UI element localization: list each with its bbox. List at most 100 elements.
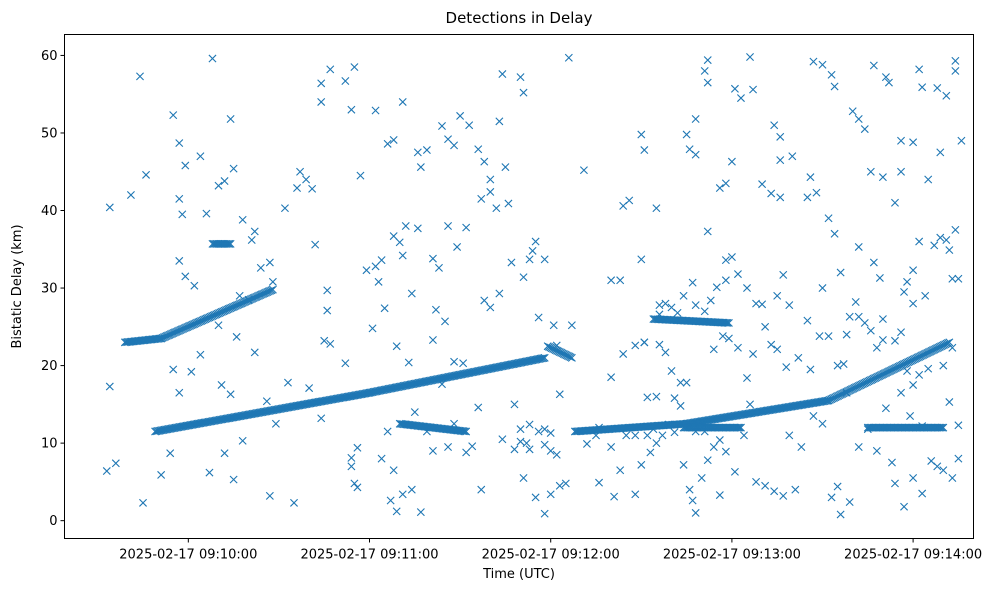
y-tick-label: 40 (41, 204, 58, 219)
detection-point (823, 396, 832, 405)
detection-point (758, 300, 767, 309)
detection-point (305, 384, 314, 393)
detection-point (244, 295, 253, 304)
detection-point (881, 404, 890, 413)
detection-point (906, 412, 915, 420)
detection-point (721, 179, 730, 188)
detection-point (217, 380, 226, 389)
detection-point (948, 474, 957, 483)
detection-point (516, 425, 525, 434)
detection-point (643, 431, 652, 440)
detection-point (510, 445, 519, 454)
detection-point (540, 440, 549, 449)
detection-point (175, 194, 184, 203)
detection-point (869, 258, 878, 267)
detection-point (700, 307, 709, 316)
y-axis-label: Bistatic Delay (km) (10, 224, 25, 348)
detection-point (676, 378, 685, 387)
detection-point (226, 390, 235, 399)
detection-point (407, 485, 416, 494)
detection-point (884, 78, 893, 87)
detection-point (667, 367, 676, 376)
y-tick-label: 20 (41, 359, 58, 374)
detection-point (441, 317, 450, 326)
detection-point (250, 348, 259, 357)
detection-point (691, 427, 700, 436)
detection-point (703, 456, 712, 465)
detection-point (486, 303, 495, 312)
detection-point (317, 97, 326, 106)
detection-point (661, 299, 670, 308)
detection-point (631, 431, 640, 440)
detection-point (226, 115, 235, 124)
detection-point (897, 328, 906, 337)
detection-point (945, 338, 954, 347)
detection-point (398, 490, 407, 499)
detection-point (776, 193, 785, 202)
detection-point (525, 445, 534, 454)
detection-point (537, 354, 546, 363)
detection-point (676, 401, 685, 410)
detection-point (936, 423, 945, 432)
detection-point (450, 419, 459, 428)
detection-point (519, 273, 528, 282)
detection-point (691, 508, 700, 517)
detection-point (652, 204, 661, 213)
detection-point (607, 443, 616, 451)
detection-point (280, 204, 289, 213)
detection-point (903, 277, 912, 286)
detection-point (323, 306, 332, 315)
detection-point (655, 340, 664, 349)
detection-point (460, 427, 469, 436)
detection-point (567, 321, 576, 330)
detection-point (428, 254, 437, 263)
detection-point (317, 414, 326, 423)
detection-point (827, 493, 836, 502)
detection-point (262, 397, 271, 406)
detection-point (682, 378, 691, 387)
detection-point (232, 332, 241, 341)
detection-point (229, 475, 238, 484)
detection-point (854, 443, 863, 451)
detection-point (495, 117, 504, 126)
detection-point (555, 481, 564, 490)
detection-point (175, 256, 184, 265)
detection-point (111, 459, 120, 468)
detection-point (495, 289, 504, 298)
detection-point (863, 425, 872, 434)
detection-point (818, 284, 827, 293)
detection-point (238, 215, 247, 224)
detection-point (516, 437, 525, 446)
detection-point (528, 246, 537, 255)
detection-point (631, 490, 640, 499)
x-tick-label: 2025-02-17 09:12:00 (482, 548, 620, 563)
detection-point (957, 136, 966, 145)
detection-point (909, 138, 918, 147)
detection-point (480, 296, 489, 305)
detection-point (715, 184, 724, 193)
detection-point (842, 388, 851, 397)
detection-point (830, 82, 839, 91)
detection-point (637, 460, 646, 469)
detection-point (797, 443, 806, 451)
detection-point (459, 359, 468, 368)
detection-point (540, 353, 549, 362)
detection-point (326, 65, 335, 74)
detection-point (951, 56, 960, 65)
detection-point (761, 481, 770, 490)
detection-point (398, 97, 407, 106)
detection-point (770, 121, 779, 130)
detection-point (900, 287, 909, 296)
detection-point (353, 443, 362, 452)
detection-point (519, 474, 528, 483)
detection-point (392, 507, 401, 516)
detection-point (818, 419, 827, 428)
detection-point (220, 449, 229, 458)
detection-point (854, 115, 863, 124)
detection-point (767, 189, 776, 198)
detection-point (688, 278, 697, 287)
y-tick-label: 30 (41, 282, 58, 297)
detection-point (809, 57, 818, 66)
detection-point (749, 85, 758, 94)
